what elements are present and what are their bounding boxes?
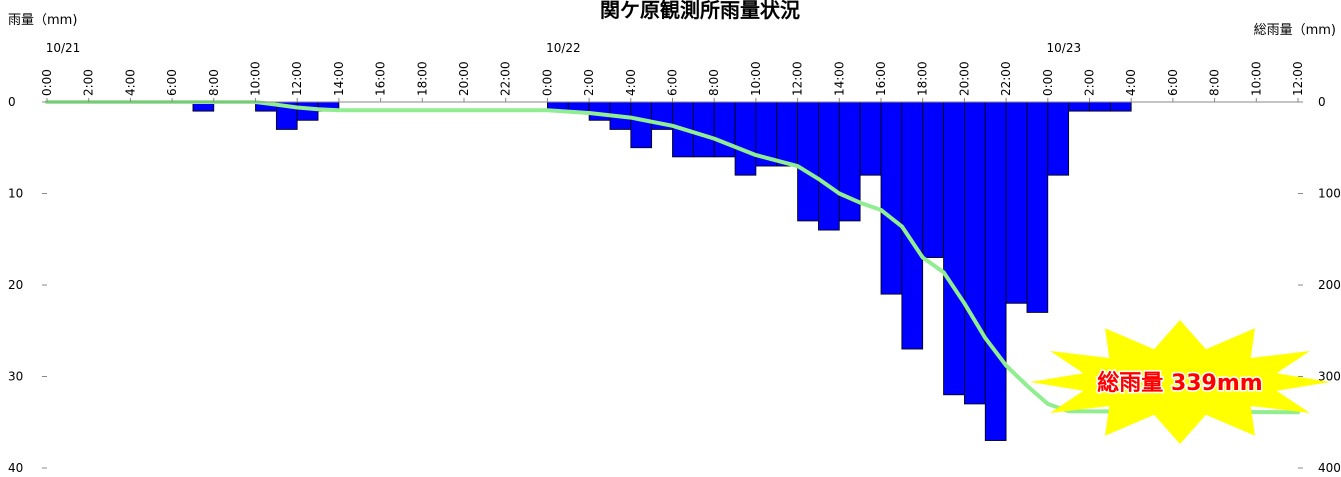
x-tick-label: 0:00: [1041, 69, 1055, 96]
rainfall-bar: [922, 101, 944, 258]
x-tick-label: 10:00: [1249, 61, 1263, 96]
hourly-rainfall-bars: [192, 101, 1132, 441]
x-tick-label: 18:00: [415, 61, 429, 96]
total-rainfall-callout: 総雨量 339mm: [1030, 320, 1330, 444]
x-tick-label: 14:00: [332, 61, 346, 96]
rainfall-bar: [567, 101, 590, 112]
right-tick-label: 400: [1318, 461, 1341, 475]
rainfall-bar: [713, 101, 736, 158]
left-tick-label: 20: [8, 278, 23, 292]
date-label: 10/23: [1047, 41, 1082, 55]
rainfall-bar: [1089, 101, 1111, 112]
date-label: 10/22: [546, 41, 581, 55]
rainfall-bar: [943, 101, 965, 396]
rainfall-bar: [1005, 101, 1028, 304]
callout-text: 総雨量 339mm: [1097, 370, 1262, 396]
rainfall-bar: [734, 101, 757, 176]
x-tick-label: 0:00: [540, 69, 554, 96]
right-tick-label: 300: [1318, 370, 1341, 384]
left-axis-label: 雨量（mm): [8, 13, 77, 28]
rainfall-bar: [630, 101, 653, 149]
left-tick-label: 0: [8, 95, 16, 109]
rainfall-bar: [588, 101, 611, 121]
x-tick-label: 20:00: [457, 61, 471, 96]
rainfall-bar: [1047, 101, 1070, 176]
x-tick-label: 6:00: [1166, 69, 1180, 96]
x-tick-label: 16:00: [374, 61, 388, 96]
rainfall-bar: [859, 101, 882, 176]
rainfall-bar: [880, 101, 903, 295]
x-tick-label: 16:00: [874, 61, 888, 96]
x-tick-label: 0:00: [40, 69, 54, 96]
x-tick-label: 8:00: [207, 69, 221, 96]
rainfall-bar: [1026, 101, 1049, 313]
x-tick-label: 8:00: [707, 69, 721, 96]
rainfall-bar: [296, 101, 319, 121]
right-tick-label: 0: [1318, 95, 1326, 109]
x-tick-label: 10:00: [749, 61, 763, 96]
x-tick-label: 18:00: [916, 61, 930, 96]
x-tick-label: 4:00: [123, 69, 137, 96]
right-axis-label: 総雨量（mm): [1254, 23, 1336, 38]
cumulative-rainfall-line-group: [45, 100, 1300, 415]
x-tick-label: 12:00: [1291, 61, 1305, 96]
left-tick-label: 30: [8, 370, 23, 384]
x-tick-label: 8:00: [1208, 69, 1222, 96]
x-tick-label: 12:00: [791, 61, 805, 96]
rainfall-bar: [1109, 101, 1132, 112]
x-tick-label: 22:00: [499, 61, 513, 96]
x-tick-label: 6:00: [165, 69, 179, 96]
rainfall-bar: [1068, 101, 1090, 112]
x-tick-label: 2:00: [82, 69, 96, 96]
rainfall-bar: [984, 101, 1007, 441]
x-tick-label: 2:00: [1083, 69, 1097, 96]
rainfall-bar: [964, 101, 986, 405]
right-tick-label: 200: [1318, 278, 1341, 292]
rainfall-bar: [797, 101, 819, 222]
rainfall-bar: [818, 101, 840, 231]
right-tick-label: 100: [1318, 187, 1341, 201]
x-tick-label: 22:00: [999, 61, 1013, 96]
x-tick-label: 4:00: [624, 69, 638, 96]
cumulative-rainfall-line: [45, 100, 1300, 415]
x-tick-label: 12:00: [290, 61, 304, 96]
x-tick-label: 10:00: [249, 61, 263, 96]
rainfall-bar: [692, 101, 715, 158]
x-tick-label: 20:00: [957, 61, 971, 96]
x-tick-label: 14:00: [832, 61, 846, 96]
axes: 0:00 2:00 4:00 6:00 8:00 10:00 12:00 14:00 16:00…: [8, 41, 1341, 475]
date-label: 10/21: [46, 41, 81, 55]
x-tick-label: 6:00: [666, 69, 680, 96]
rainfall-bar: [776, 101, 799, 167]
x-tick-label: 2:00: [582, 69, 596, 96]
left-tick-label: 10: [8, 187, 23, 201]
rainfall-bar: [901, 101, 924, 350]
callout-burst: [1030, 320, 1330, 444]
left-tick-label: 40: [8, 461, 23, 475]
x-tick-label: 4:00: [1124, 69, 1138, 96]
chart-title: 関ケ原観測所雨量状況: [600, 0, 800, 22]
